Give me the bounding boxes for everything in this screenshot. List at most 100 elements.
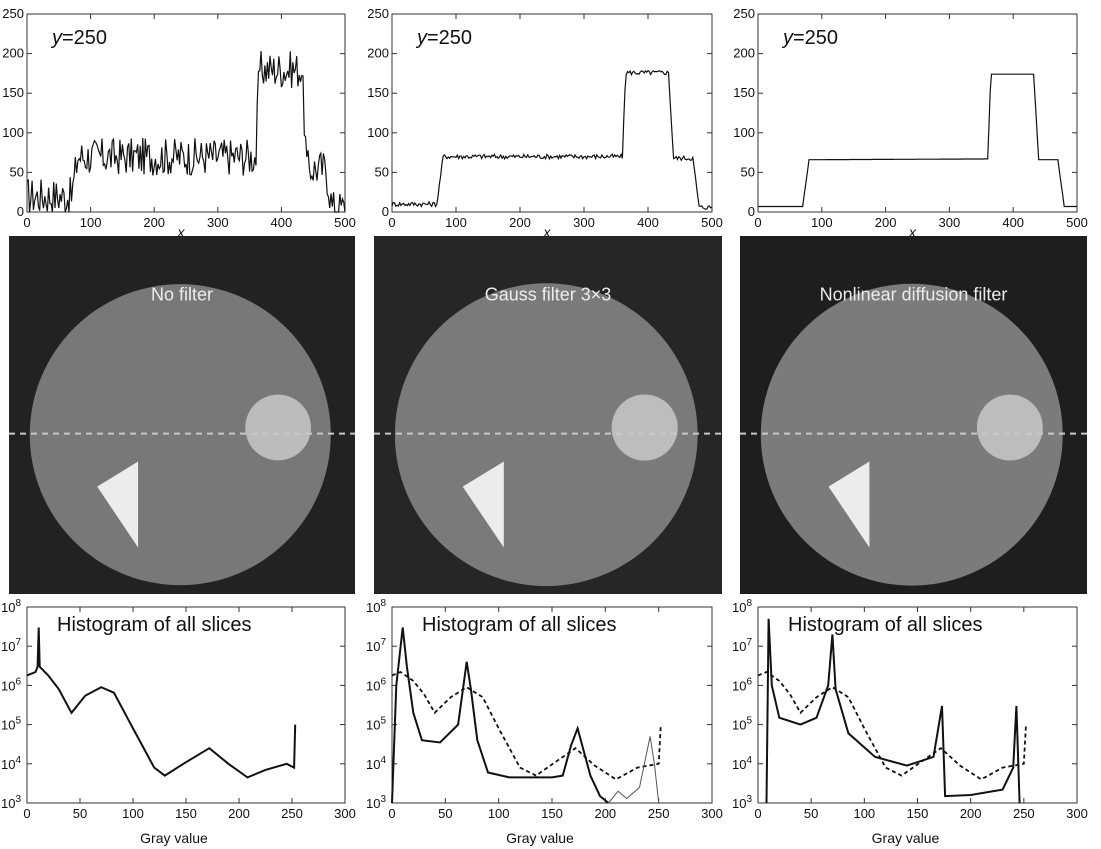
histogram-line-dashed [391,670,662,781]
y-tick-label: 50 [10,164,24,179]
y-tick-label: 100 [733,125,755,140]
x-tick-label: 200 [960,806,982,821]
phantom-disc [394,283,698,587]
histogram-chart-1: 0 50 100 150 200 250 300 103 104 105 106 107 108 Hist… [1,598,356,846]
plot-frame [391,606,713,804]
x-tick-label: 400 [1002,215,1024,230]
x-tick-label: 150 [175,806,197,821]
y-tick-label: 200 [367,46,389,61]
x-tick-label: 500 [1066,215,1088,230]
y-tick-label: 50 [375,164,389,179]
x-tick-label: 0 [754,806,761,821]
histogram-line-solid [26,627,297,779]
plot-frame [757,13,1078,213]
y-tick-label: 108 [732,598,752,615]
histogram-line-dashed [757,670,1027,781]
histogram-line-thin [608,736,660,804]
x-axis-label: x [908,224,917,240]
histogram-line-solid [391,627,610,804]
profile-line [758,73,1077,208]
y-tick-label: 103 [732,794,752,811]
chart-annotation: y=250 [781,27,838,49]
phantom-insert-circle [611,394,678,461]
x-tick-label: 100 [488,806,510,821]
x-tick-label: 200 [594,806,616,821]
x-tick-label: 500 [701,215,723,230]
phantom-triangle [97,461,139,548]
y-tick-label: 106 [732,676,752,693]
y-tick-label: 200 [733,46,755,61]
x-tick-label: 150 [907,806,929,821]
x-tick-label: 50 [438,806,452,821]
x-tick-label: 0 [388,806,395,821]
y-tick-label: 100 [2,125,24,140]
x-tick-label: 50 [804,806,818,821]
y-tick-label: 50 [741,164,755,179]
x-tick-label: 100 [122,806,144,821]
phantom-insert-circle [976,394,1043,461]
x-tick-label: 300 [1066,806,1088,821]
profile-chart-3: 0 100 200 300 400 500 0 50 100 150 200 250 y=250 x [733,6,1088,240]
y-tick-label: 103 [366,794,386,811]
x-tick-label: 100 [80,215,102,230]
x-axis-label: Gray value [872,830,940,846]
x-tick-label: 100 [853,806,875,821]
x-tick-label: 200 [143,215,165,230]
y-tick-label: 100 [367,125,389,140]
x-tick-label: 400 [271,215,293,230]
plot-frame [26,606,346,804]
y-tick-label: 0 [382,204,389,219]
x-tick-label: 300 [207,215,229,230]
y-tick-label: 105 [366,716,386,733]
profile-line [391,69,713,210]
y-tick-label: 200 [2,46,24,61]
x-tick-label: 200 [509,215,531,230]
y-tick-label: 104 [732,755,752,772]
x-tick-label: 0 [23,215,30,230]
x-tick-label: 0 [23,806,30,821]
x-tick-label: 300 [939,215,961,230]
histogram-line-solid [765,618,1021,804]
phantom-image-2: Gauss filter 3×3 [374,236,722,594]
profile-chart-2: 0 100 200 300 400 500 0 50 100 150 200 250 y=250 x [367,6,723,240]
x-tick-label: 100 [445,215,467,230]
phantom-disc [29,284,331,586]
profile-line [26,50,346,213]
x-axis-label: x [177,224,186,240]
chart-annotation: y=250 [415,27,472,49]
y-tick-label: 250 [733,6,755,21]
x-tick-label: 200 [875,215,897,230]
image-title: No filter [151,284,213,304]
y-tick-label: 107 [366,637,386,654]
phantom-triangle [828,461,870,548]
x-axis-label: Gray value [506,830,574,846]
x-tick-label: 250 [1013,806,1035,821]
x-tick-label: 250 [281,806,303,821]
y-tick-label: 104 [1,755,21,772]
chart-annotation: Histogram of all slices [422,614,617,636]
x-tick-label: 0 [754,215,761,230]
x-tick-label: 200 [228,806,250,821]
y-tick-label: 150 [367,85,389,100]
plot-frame [26,13,346,213]
profile-chart-1: 0 100 200 300 400 500 0 50 100 150 200 250 y=250 x [2,6,356,240]
x-tick-label: 300 [701,806,723,821]
image-title: Nonlinear diffusion filter [820,284,1008,304]
y-tick-label: 107 [1,637,21,654]
chart-annotation: Histogram of all slices [788,614,983,636]
histogram-chart-3: 0 50 100 150 200 250 300 103 104 105 106 107 108 Hist… [732,598,1088,846]
chart-annotation: Histogram of all slices [57,614,252,636]
phantom-disc [760,283,1063,586]
phantom-insert-circle [245,394,311,461]
x-tick-label: 0 [388,215,395,230]
y-tick-label: 107 [732,637,752,654]
y-tick-label: 106 [1,676,21,693]
y-tick-label: 250 [2,6,24,21]
plot-frame [757,606,1078,804]
y-tick-label: 105 [1,716,21,733]
x-tick-label: 300 [334,806,356,821]
y-tick-label: 108 [1,598,21,615]
x-tick-label: 150 [541,806,563,821]
image-title: Gauss filter 3×3 [485,284,612,304]
